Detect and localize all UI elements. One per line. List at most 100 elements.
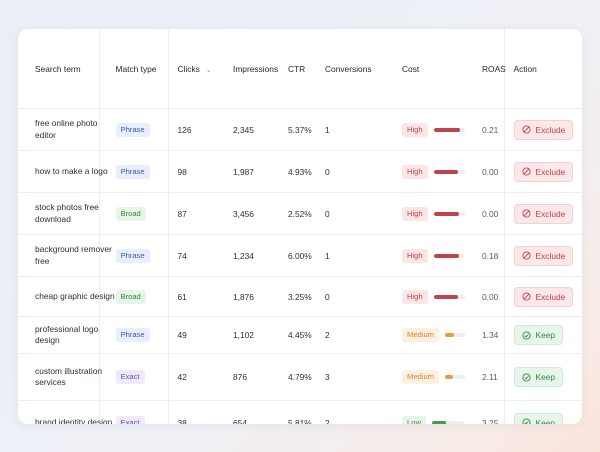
header-search-term[interactable]: Search term: [18, 29, 99, 109]
exclude-button[interactable]: Exclude: [513, 161, 574, 182]
match-type-badge: Phrase: [115, 248, 150, 263]
cost-badge: High: [402, 206, 428, 221]
cost-bar-fill: [433, 294, 459, 299]
cost-bar: [431, 420, 464, 424]
match-type-badge: Broad: [115, 289, 146, 304]
exclude-button[interactable]: Exclude: [513, 119, 574, 140]
clicks-value: 98: [167, 150, 224, 193]
match-type-badge: Phrase: [115, 164, 150, 179]
header-match-type[interactable]: Match type: [98, 29, 168, 109]
header-clicks-label: Clicks: [177, 63, 200, 74]
cost-badge: Low: [402, 415, 426, 424]
table-row: cheap graphic design Broad 61 1,876 3.25% 0 Hi…: [18, 276, 582, 317]
cost-badge: High: [402, 248, 428, 263]
clicks-value: 74: [167, 234, 224, 277]
roas-value: 0.18: [465, 234, 504, 277]
table-row: background remover free Phrase 74 1,234 6.00…: [18, 234, 582, 277]
search-term-text: custom illustration services: [35, 365, 103, 388]
table-row: how to make a logo Phrase 98 1,987 4.93% 0 Hig…: [18, 150, 582, 193]
table-header-row: Search term Match type Clicks ⌄ Impressio…: [18, 29, 582, 109]
cost-bar-fill: [431, 420, 447, 424]
header-action: Action: [503, 29, 582, 109]
search-term-text: brand identity design: [35, 417, 113, 424]
conversions-value: 0: [325, 150, 385, 193]
cost-indicator: High: [402, 289, 465, 304]
cost-bar-fill: [433, 127, 461, 132]
action-label: Exclude: [535, 124, 566, 135]
ctr-value: 4.45%: [282, 316, 325, 354]
cost-bar-fill: [445, 375, 454, 379]
roas-value: 1.34: [465, 316, 504, 354]
search-term-text: cheap graphic design: [35, 290, 115, 301]
keep-button[interactable]: Keep: [513, 325, 564, 345]
impressions-value: 3,456: [224, 192, 282, 235]
impressions-value: 1,234: [224, 234, 282, 277]
cost-badge: High: [402, 289, 428, 304]
ctr-value: 5.81%: [288, 417, 312, 424]
header-cost[interactable]: Cost: [385, 29, 465, 109]
table-row: custom illustration services Exact 42 876 4.…: [18, 353, 582, 401]
clicks-value: 126: [167, 108, 224, 151]
action-label: Exclude: [535, 166, 566, 177]
header-impressions[interactable]: Impressions: [224, 29, 282, 109]
table-row: stock photos free download Broad 87 3,456 2.…: [18, 192, 582, 235]
conversions-value: 0: [325, 276, 385, 317]
table-row: professional logo design Phrase 49 1,102 4.4…: [18, 316, 582, 354]
roas-value: 2.11: [465, 353, 504, 401]
block-icon: [521, 167, 531, 176]
cost-badge: High: [402, 122, 428, 137]
clicks-value: 49: [167, 316, 224, 354]
action-label: Keep: [535, 372, 556, 382]
header-roas[interactable]: ROAS: [465, 29, 506, 109]
conversions-value: 2: [325, 417, 330, 424]
cost-badge: Medium: [402, 328, 440, 342]
check-circle-icon: [521, 330, 531, 340]
clicks-value: 61: [167, 276, 224, 317]
action-label: Exclude: [535, 208, 566, 219]
block-icon: [521, 292, 531, 301]
cost-bar: [433, 211, 465, 216]
roas-value: 0.00: [465, 276, 504, 317]
cost-bar: [445, 375, 465, 379]
cost-bar: [433, 253, 465, 258]
search-term-text: free online photo editor: [35, 118, 98, 140]
roas-value: 0.00: [465, 150, 504, 193]
block-icon: [521, 251, 531, 260]
header-ctr[interactable]: CTR: [282, 29, 325, 109]
ctr-value: 4.93%: [282, 150, 325, 193]
ctr-value: 4.79%: [282, 353, 325, 401]
header-clicks[interactable]: Clicks ⌄: [167, 29, 224, 109]
match-type-badge: Exact: [115, 370, 145, 384]
conversions-value: 2: [325, 316, 385, 354]
keep-button[interactable]: Keep: [513, 412, 564, 424]
clicks-value: 42: [167, 353, 224, 401]
exclude-button[interactable]: Exclude: [513, 203, 574, 224]
action-label: Keep: [535, 330, 556, 340]
action-label: Keep: [535, 417, 556, 424]
cost-indicator: High: [402, 248, 465, 263]
chevron-down-icon[interactable]: ⌄: [205, 66, 212, 74]
cost-indicator: Medium: [402, 370, 465, 384]
action-label: Exclude: [535, 250, 566, 261]
exclude-button[interactable]: Exclude: [513, 245, 574, 266]
keep-button[interactable]: Keep: [513, 367, 564, 387]
exclude-button[interactable]: Exclude: [513, 286, 574, 307]
search-terms-card: Search term Match type Clicks ⌄ Impressio…: [18, 29, 582, 424]
impressions-value: 1,102: [224, 316, 282, 354]
impressions-value: 1,987: [224, 150, 282, 193]
header-conversions[interactable]: Conversions: [325, 29, 385, 109]
block-icon: [521, 125, 531, 134]
search-terms-table: Search term Match type Clicks ⌄ Impressio…: [18, 29, 582, 424]
search-term-text: background remover free: [35, 244, 112, 266]
impressions-value: 2,345: [224, 108, 282, 151]
conversions-value: 0: [325, 192, 385, 235]
match-type-badge: Broad: [115, 206, 146, 221]
roas-value: 0.00: [465, 192, 504, 235]
block-icon: [521, 209, 531, 218]
cost-bar: [433, 169, 465, 174]
match-type-badge: Exact: [115, 415, 145, 424]
check-circle-icon: [521, 372, 531, 382]
conversions-value: 1: [325, 108, 385, 151]
cost-indicator: Low: [402, 415, 465, 424]
clicks-value: 38: [167, 400, 224, 424]
